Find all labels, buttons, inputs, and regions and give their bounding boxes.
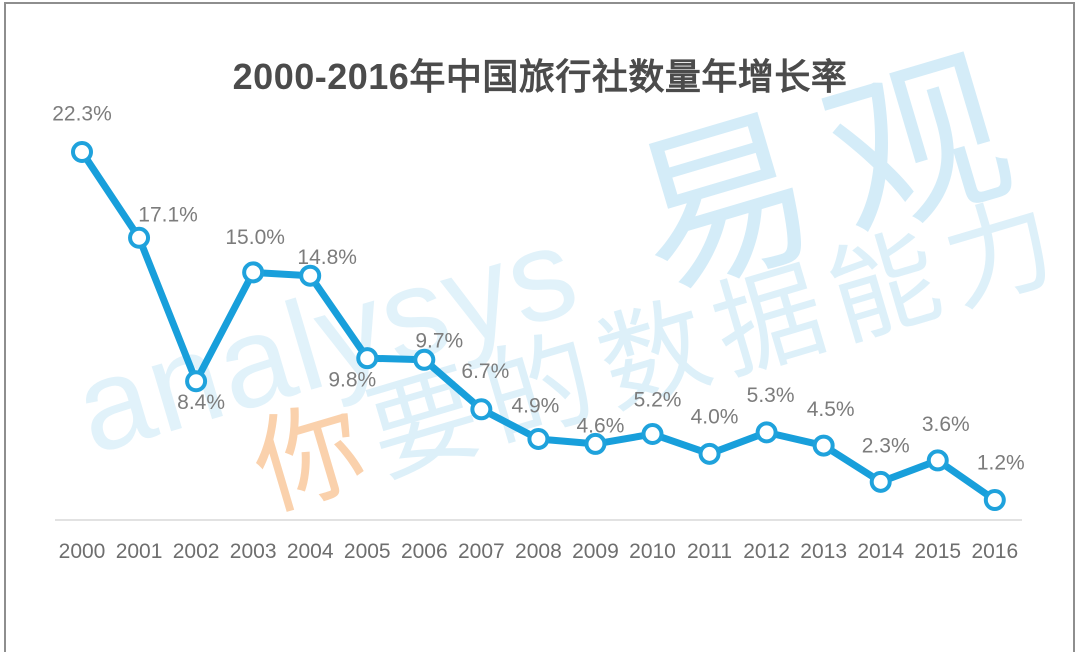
data-point <box>299 264 322 287</box>
data-label: 3.6% <box>922 413 970 436</box>
x-tick-label: 2003 <box>230 540 277 563</box>
data-point <box>584 432 607 455</box>
x-tick-label: 2008 <box>515 540 562 563</box>
data-point <box>869 470 892 493</box>
data-point <box>242 261 265 284</box>
data-point <box>71 141 93 163</box>
data-label: 17.1% <box>138 203 198 226</box>
x-tick-label: 2000 <box>59 540 106 563</box>
x-tick-label: 2007 <box>458 540 505 563</box>
x-tick-label: 2004 <box>287 540 334 563</box>
data-point <box>128 226 151 249</box>
chart-title: 2000-2016年中国旅行社数量年增长率 <box>232 56 848 97</box>
data-label: 4.0% <box>691 405 739 428</box>
x-tick-label: 2015 <box>914 540 961 563</box>
x-tick-label: 2001 <box>116 540 163 563</box>
data-label: 15.0% <box>225 226 285 249</box>
x-tick-label: 2014 <box>857 540 904 563</box>
data-point <box>527 427 550 450</box>
data-label: 4.5% <box>807 398 855 421</box>
x-tick-label: 2002 <box>173 540 220 563</box>
data-point <box>698 442 721 465</box>
data-label: 2.3% <box>862 434 910 457</box>
line-chart: 22.3% 17.1% 8.4% 15.0% 14.8% 9.8% 9.7% 6.7%4.9%… <box>52 103 1025 564</box>
data-point <box>641 423 664 446</box>
data-label: 5.3% <box>747 384 795 407</box>
data-label: 4.6% <box>577 414 625 437</box>
data-point <box>185 370 208 393</box>
data-label: 9.8% <box>328 369 376 392</box>
x-tick-label: 2006 <box>401 540 448 563</box>
x-tick-label: 2011 <box>687 540 732 563</box>
data-label: 14.8% <box>297 246 357 269</box>
data-label: 4.9% <box>511 394 559 417</box>
data-label: 5.2% <box>634 389 682 412</box>
x-tick-label: 2016 <box>971 540 1018 563</box>
data-point <box>926 449 949 472</box>
data-label: 1.2% <box>977 452 1025 475</box>
x-tick-label: 2009 <box>572 540 619 563</box>
data-label: 9.7% <box>415 329 463 352</box>
data-point <box>413 348 436 371</box>
x-tick-label: 2010 <box>629 540 676 563</box>
data-point <box>812 434 835 457</box>
data-point <box>983 489 1006 511</box>
data-label: 6.7% <box>461 360 509 383</box>
x-tick-label: 2013 <box>800 540 847 563</box>
x-tick-label: 2005 <box>344 540 391 563</box>
data-point <box>755 421 778 444</box>
data-point <box>470 398 493 421</box>
x-tick-label: 2012 <box>743 540 790 563</box>
data-label: 8.4% <box>177 391 225 414</box>
data-label: 22.3% <box>52 103 112 126</box>
data-point <box>356 347 379 370</box>
